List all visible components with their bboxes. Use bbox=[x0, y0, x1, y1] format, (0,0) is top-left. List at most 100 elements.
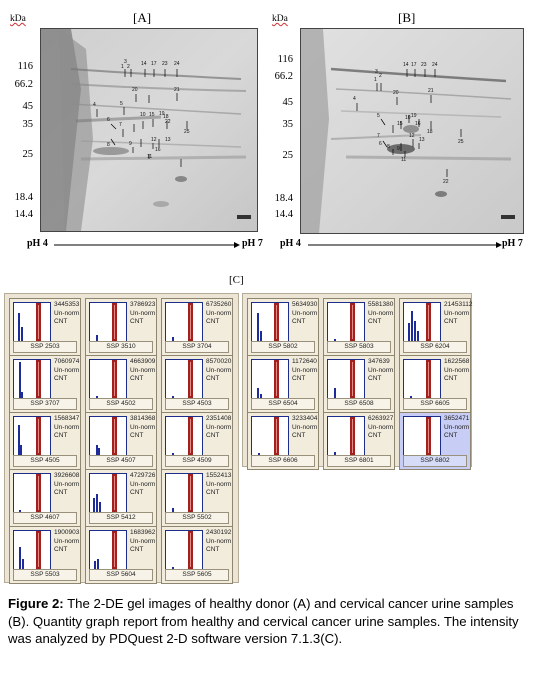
unit-label: CNT bbox=[444, 432, 458, 439]
unit-label: CNT bbox=[368, 375, 382, 382]
unit-label: CNT bbox=[54, 375, 68, 382]
spot-number: 22 bbox=[443, 179, 449, 185]
spot-number: 2 bbox=[127, 64, 130, 70]
quantity-graph-tile[interactable]: 6735260 Un-norm CNT SSP 3704 bbox=[161, 298, 233, 356]
spot-number: 15 bbox=[397, 121, 403, 127]
ssp-label: SSP 3704 bbox=[165, 341, 229, 353]
quantity-graph-tile[interactable]: 2351408 Un-norm CNT SSP 4509 bbox=[161, 412, 233, 470]
panel-a-label: [A] bbox=[133, 10, 152, 25]
spot-number: 16 bbox=[415, 121, 421, 127]
mw-marker: 66.2 bbox=[274, 71, 293, 82]
spot-number: 1 bbox=[374, 77, 377, 83]
quantity-bar-plot bbox=[89, 359, 127, 399]
healthy-sample-bar bbox=[21, 327, 23, 341]
quantity-graph-tile[interactable]: 1552413 Un-norm CNT SSP 5502 bbox=[161, 469, 233, 527]
intensity-value: 3652471 bbox=[444, 415, 470, 422]
healthy-sample-bar bbox=[94, 561, 96, 569]
spot-number: 12 bbox=[151, 137, 157, 143]
healthy-sample-bar bbox=[172, 567, 174, 569]
healthy-sample-bar bbox=[21, 392, 23, 398]
panel-b-mw-axis: 116 66.2 45 35 25 18.4 14.4 bbox=[263, 0, 297, 230]
unit-label: Un-norm bbox=[368, 423, 394, 431]
intensity-value: 5581380 bbox=[368, 301, 394, 308]
ssp-label: SSP 5412 bbox=[89, 512, 153, 524]
healthy-sample-bar bbox=[172, 337, 174, 341]
unit-label: Un-norm bbox=[130, 309, 156, 317]
quantity-graph-tile[interactable]: 1622568 Un-norm CNT SSP 6605 bbox=[399, 355, 471, 413]
quantity-graph-tile[interactable]: 1172640 Un-norm CNT SSP 6504 bbox=[247, 355, 319, 413]
cancer-sample-bar bbox=[36, 303, 41, 341]
intensity-value: 6735260 bbox=[206, 301, 232, 308]
quantity-graph-tile[interactable]: 3652471 Un-norm CNT SSP 6802 bbox=[399, 412, 471, 470]
ssp-label: SSP 4502 bbox=[89, 398, 153, 410]
quantity-bar-plot bbox=[165, 302, 203, 342]
quantity-graph-tile[interactable]: 1900903 Un-norm CNT SSP 5503 bbox=[9, 526, 81, 584]
quantity-graph-tile[interactable]: 3926608 Un-norm CNT SSP 4607 bbox=[9, 469, 81, 527]
spot-number: 14 bbox=[403, 62, 409, 68]
quantity-graph-tile[interactable]: 1568347 Un-norm CNT SSP 4505 bbox=[9, 412, 81, 470]
ssp-label: SSP 6508 bbox=[327, 398, 391, 410]
ph-right-label: pH 7 bbox=[242, 238, 263, 249]
intensity-value: 1172640 bbox=[292, 358, 317, 365]
quantity-graph-tile[interactable]: 8570020 Un-norm CNT SSP 4503 bbox=[161, 355, 233, 413]
quantity-graph-tile[interactable]: 4729726 Un-norm CNT SSP 5412 bbox=[85, 469, 157, 527]
intensity-readout: 2351408 Un-norm CNT bbox=[206, 415, 231, 441]
unit-label: Un-norm bbox=[54, 537, 80, 545]
unit-label: CNT bbox=[292, 375, 306, 382]
quantity-graph-tile[interactable]: 5581380 Un-norm CNT SSP 5803 bbox=[323, 298, 395, 356]
unit-label: CNT bbox=[206, 432, 220, 439]
unit-label: Un-norm bbox=[206, 537, 232, 545]
quantity-graph-tile[interactable]: 3233404 Un-norm CNT SSP 6606 bbox=[247, 412, 319, 470]
spot-number: 18 bbox=[163, 114, 169, 120]
quantity-graph-tile[interactable]: 6263927 Un-norm CNT SSP 6801 bbox=[323, 412, 395, 470]
spot-number: 17 bbox=[411, 62, 417, 68]
panel-c-label: [C] bbox=[229, 274, 244, 286]
quantity-bar-plot bbox=[13, 530, 51, 570]
spot-number: 8 bbox=[387, 144, 390, 150]
quantity-bar-plot bbox=[89, 302, 127, 342]
quantity-graph-tile[interactable]: 7060974 Un-norm CNT SSP 3707 bbox=[9, 355, 81, 413]
quantity-bar-plot bbox=[327, 302, 365, 342]
spot-number: 17 bbox=[151, 61, 157, 67]
quantity-graph-tile[interactable]: 4663909 Un-norm CNT SSP 4502 bbox=[85, 355, 157, 413]
ph-gradient-arrow bbox=[308, 242, 502, 248]
spot-number: 9 bbox=[397, 146, 400, 152]
quantity-graph-tile[interactable]: 21453112 Un-norm CNT SSP 6204 bbox=[399, 298, 472, 356]
cancer-sample-bar bbox=[350, 417, 355, 455]
quantity-graph-tile[interactable]: 347639 Un-norm CNT SSP 6508 bbox=[323, 355, 395, 413]
healthy-sample-bar bbox=[414, 321, 416, 341]
unit-label: Un-norm bbox=[444, 366, 470, 374]
intensity-value: 1900903 bbox=[54, 529, 80, 536]
spot-number: 22 bbox=[165, 119, 171, 125]
quantity-graph-tile[interactable]: 5634930 Un-norm CNT SSP 5802 bbox=[247, 298, 319, 356]
quantity-bar-plot bbox=[89, 530, 127, 570]
unit-label: CNT bbox=[54, 318, 68, 325]
quantity-graph-tile[interactable]: 2430192 Un-norm CNT SSP 5605 bbox=[161, 526, 233, 584]
cancer-sample-bar bbox=[188, 531, 193, 569]
healthy-sample-bar bbox=[172, 508, 174, 512]
ssp-label: SSP 4607 bbox=[13, 512, 77, 524]
panel-b-ph-axis: pH 4 pH 7 bbox=[280, 238, 530, 252]
intensity-value: 3445353 bbox=[54, 301, 80, 308]
ssp-label: SSP 6504 bbox=[251, 398, 315, 410]
intensity-readout: 1172640 Un-norm CNT bbox=[292, 358, 317, 384]
quantity-graph-tile[interactable]: 3786923 Un-norm CNT SSP 3510 bbox=[85, 298, 157, 356]
healthy-sample-bar bbox=[99, 502, 101, 512]
intensity-value: 7060974 bbox=[54, 358, 80, 365]
mw-marker: 25 bbox=[22, 149, 34, 160]
healthy-sample-bar bbox=[96, 335, 98, 341]
intensity-readout: 3926608 Un-norm CNT bbox=[54, 472, 79, 498]
quantity-bar-plot bbox=[403, 302, 441, 342]
ph-right-label: pH 7 bbox=[502, 238, 523, 249]
quantity-graph-tile[interactable]: 3814368 Un-norm CNT SSP 4507 bbox=[85, 412, 157, 470]
ssp-label: SSP 5502 bbox=[165, 512, 229, 524]
healthy-sample-bar bbox=[258, 453, 260, 455]
quantity-bar-plot bbox=[165, 530, 203, 570]
unit-label: CNT bbox=[130, 375, 144, 382]
mw-marker: 14.4 bbox=[14, 209, 33, 220]
intensity-readout: 1568347 Un-norm CNT bbox=[54, 415, 79, 441]
quantity-graph-tile[interactable]: 1683962 Un-norm CNT SSP 5604 bbox=[85, 526, 157, 584]
intensity-readout: 3786923 Un-norm CNT bbox=[130, 301, 155, 327]
quantity-graph-tile[interactable]: 3445353 Un-norm CNT SSP 2503 bbox=[9, 298, 81, 356]
spot-number: 9 bbox=[129, 141, 132, 147]
